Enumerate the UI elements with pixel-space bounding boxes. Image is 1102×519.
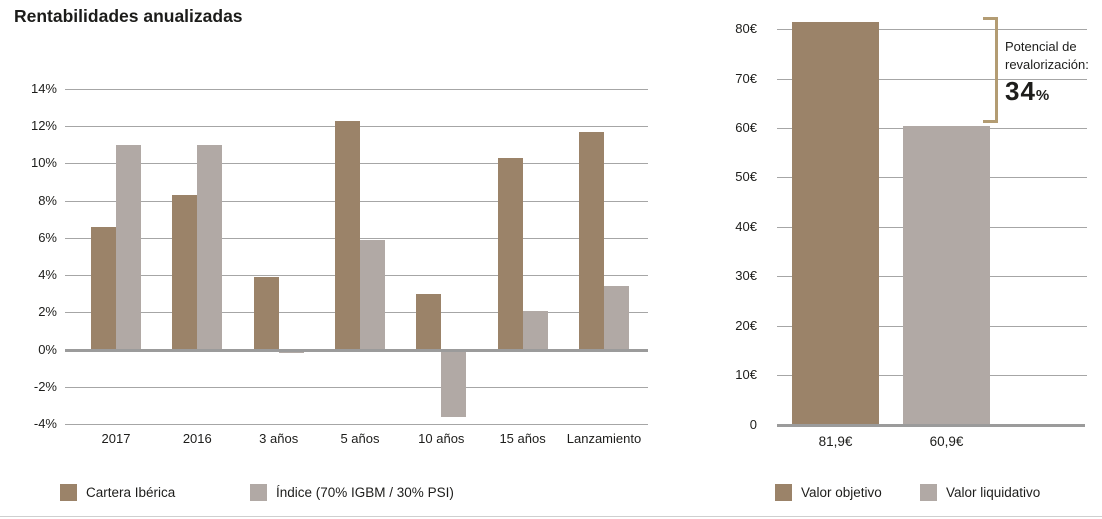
category-label: 2016 xyxy=(182,431,212,446)
annotation-line1: Potencial de xyxy=(1005,39,1077,54)
legend-item: Valor objetivo xyxy=(775,484,882,501)
y-tick-label: 10% xyxy=(30,155,57,171)
right-chart: 80€ 70€ 60€ 50€ 40€ 30€ 20€ 10€ 0 81,9€ 60,9€ Pote… xyxy=(700,0,1102,519)
right-legend: Valor objetivo Valor liquidativo xyxy=(775,484,1102,504)
bar-value-label: 81,9€ xyxy=(818,434,853,449)
category-label: 5 años xyxy=(340,431,380,446)
bar-value-label: 60,9€ xyxy=(929,434,964,449)
y-tick-label: 80€ xyxy=(735,21,757,37)
left-plot-area xyxy=(65,89,648,425)
legend-item: Valor liquidativo xyxy=(920,484,1040,501)
bar xyxy=(579,131,604,352)
zero-axis-line xyxy=(65,348,648,352)
y-tick-label: 4% xyxy=(38,267,57,283)
legend-item: Cartera Ibérica xyxy=(60,484,175,501)
bottom-divider xyxy=(0,516,1102,517)
potential-bracket xyxy=(983,17,998,123)
bar xyxy=(116,145,141,352)
y-tick-label: 2% xyxy=(38,304,57,320)
y-tick-label: -2% xyxy=(33,378,57,394)
legend-swatch xyxy=(775,484,792,501)
annotation-value-number: 34 xyxy=(1005,76,1036,106)
gridline xyxy=(65,89,648,90)
potential-annotation: Potencial de revalorización: 34% xyxy=(1005,38,1089,110)
legend-label: Cartera Ibérica xyxy=(86,485,176,500)
chart-title: Rentabilidades anualizadas xyxy=(14,6,243,26)
bar xyxy=(197,145,223,352)
bar xyxy=(253,277,279,352)
gridline xyxy=(65,424,648,425)
y-tick-label: 60€ xyxy=(735,119,757,135)
y-tick-label: 70€ xyxy=(735,70,757,86)
y-tick-label: 8% xyxy=(38,192,57,208)
y-tick-label: 0 xyxy=(749,416,757,432)
y-tick-label: 6% xyxy=(38,229,57,245)
bar xyxy=(903,125,990,427)
bar xyxy=(522,310,548,352)
y-tick-label: 20€ xyxy=(735,317,757,333)
legend-swatch xyxy=(920,484,937,501)
category-label: 10 años xyxy=(418,431,465,446)
bar xyxy=(91,226,116,352)
left-legend: Cartera Ibérica Índice (70% IGBM / 30% PS… xyxy=(60,484,460,504)
bar xyxy=(335,120,360,352)
bar xyxy=(360,239,385,352)
y-tick-label: 40€ xyxy=(735,218,757,234)
y-tick-label: 0% xyxy=(38,341,57,357)
bar xyxy=(497,158,523,352)
legend-label: Valor objetivo xyxy=(801,485,882,500)
gridline xyxy=(65,386,648,388)
gridline xyxy=(777,78,1087,80)
category-label: 15 años xyxy=(499,431,546,446)
y-tick-label: 30€ xyxy=(735,268,757,284)
category-label: 2017 xyxy=(101,431,131,446)
annotation-line2: revalorización: xyxy=(1005,57,1089,72)
category-label: 3 años xyxy=(259,431,299,446)
right-plot-area: 80€ 70€ 60€ 50€ 40€ 30€ 20€ 10€ 0 81,9€ 60,9€ xyxy=(700,0,1102,519)
legend-item: Índice (70% IGBM / 30% PSI) xyxy=(250,484,454,501)
legend-label: Valor liquidativo xyxy=(946,485,1041,500)
bar xyxy=(604,286,629,352)
legend-swatch xyxy=(60,484,77,501)
y-tick-label: 10€ xyxy=(735,367,757,383)
annotation-value-unit: % xyxy=(1035,87,1050,104)
zero-axis-line xyxy=(777,423,1085,427)
annotation-value: 34% xyxy=(1005,77,1089,110)
y-tick-label: -4% xyxy=(33,416,57,431)
legend-label: Índice (70% IGBM / 30% PSI) xyxy=(276,485,454,500)
legend-swatch xyxy=(250,484,267,501)
bar xyxy=(441,349,467,417)
y-tick-label: 12% xyxy=(30,118,57,134)
gridline xyxy=(777,29,1087,31)
bar xyxy=(172,195,198,352)
bar xyxy=(416,293,442,352)
bar xyxy=(792,21,879,427)
y-tick-label: 14% xyxy=(30,81,57,96)
category-label: Lanzamiento xyxy=(566,431,642,446)
y-tick-label: 50€ xyxy=(735,169,757,185)
